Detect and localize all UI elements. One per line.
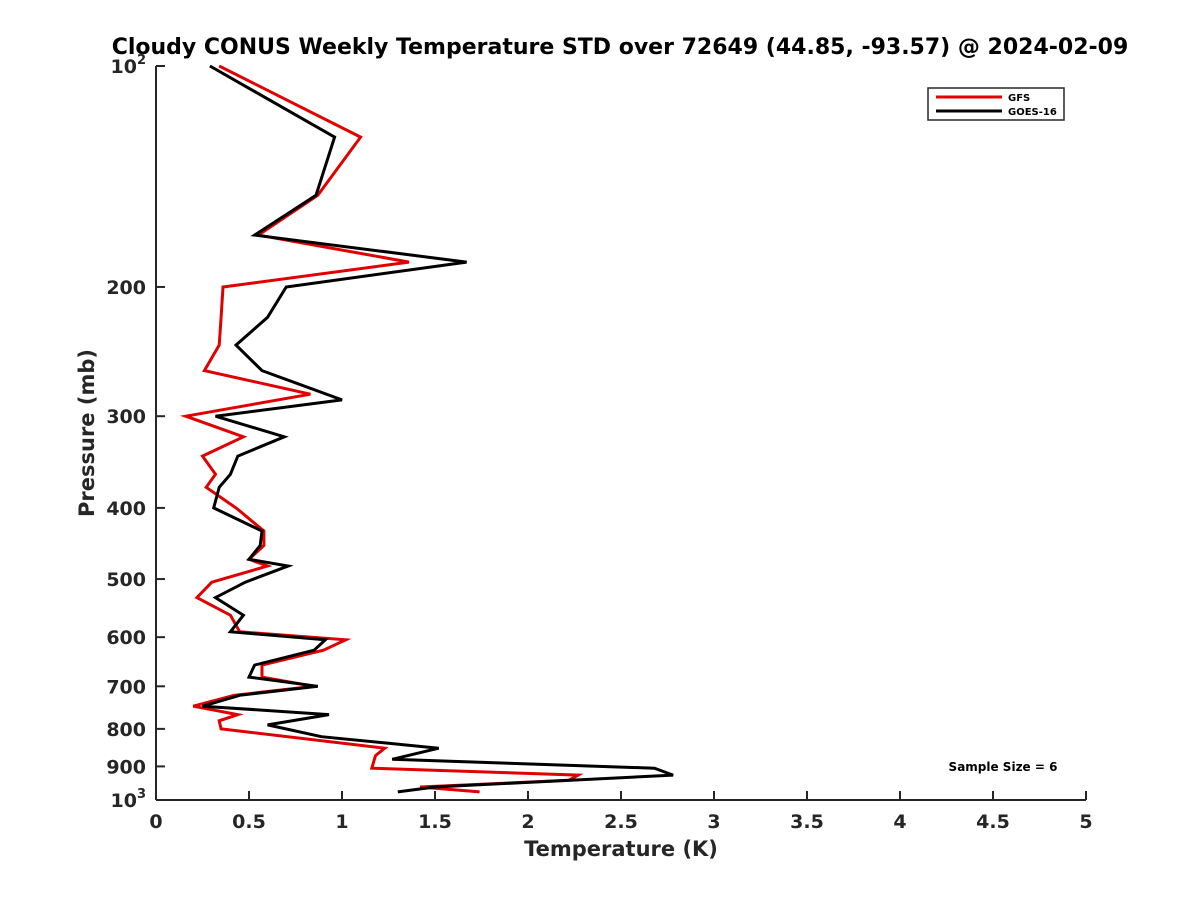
x-tick-label: 2 [521,811,534,833]
y-tick-label: 800 [106,719,146,741]
x-tick-label: 0.5 [232,811,266,833]
x-tick-label: 4.5 [976,811,1010,833]
legend-label-goes16: GOES-16 [1008,107,1057,118]
x-tick-label: 1 [335,811,348,833]
chart-title: Cloudy CONUS Weekly Temperature STD over… [112,35,1129,60]
x-tick-label: 1.5 [418,811,452,833]
y-tick-label: 103 [111,787,147,812]
series-line-gfs [179,64,584,794]
x-axis-ticks: 0 0.5 1 1.5 2 2.5 3 3.5 4 4.5 5 [149,791,1093,833]
y-tick-label: 700 [106,676,146,698]
x-tick-label: 3 [707,811,720,833]
y-tick-label: 900 [106,756,146,778]
y-tick-label: 400 [106,498,146,520]
plot-background [156,66,1086,800]
x-tick-label: 0 [149,811,162,833]
y-axis-label: Pressure (mb) [75,349,99,517]
y-tick-label-base: 10 [111,790,137,812]
series-group [179,64,674,794]
x-tick-label: 2.5 [604,811,638,833]
y-tick-label: 200 [106,277,146,299]
series-line-goes16 [202,64,674,794]
y-tick-label-exponent: 3 [137,787,146,802]
legend-label-gfs: GFS [1008,93,1030,104]
y-tick-label-base: 10 [111,56,137,78]
y-tick-label: 102 [111,53,147,78]
plot-area: 0 0.5 1 1.5 2 2.5 3 3.5 4 4.5 5 102200300400500600… [106,53,1092,833]
y-tick-label: 300 [106,406,146,428]
x-tick-label: 3.5 [790,811,824,833]
y-tick-label: 600 [106,627,146,649]
x-axis-label: Temperature (K) [524,837,718,861]
legend-box [927,87,1065,121]
sample-size-annotation: Sample Size = 6 [949,760,1058,774]
x-tick-label: 5 [1079,811,1092,833]
y-tick-label: 500 [106,569,146,591]
y-tick-label-exponent: 2 [137,53,146,68]
legend: GFS GOES-16 [927,87,1065,121]
x-tick-label: 4 [893,811,906,833]
